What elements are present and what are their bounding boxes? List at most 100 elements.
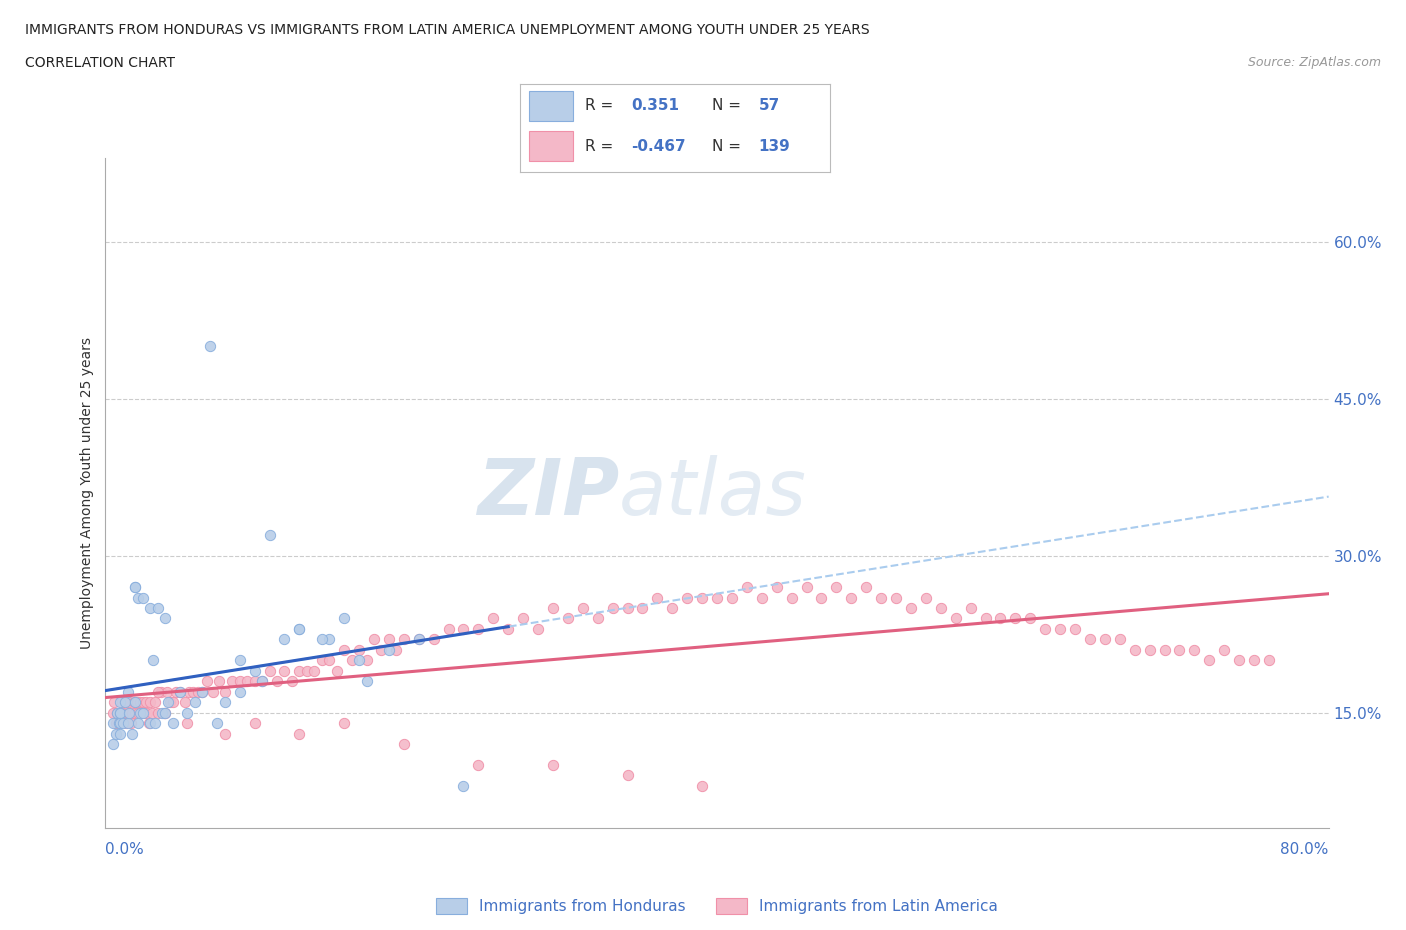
Point xyxy=(541,757,564,772)
Point xyxy=(1094,632,1116,647)
Point xyxy=(378,632,401,647)
Point xyxy=(118,695,141,710)
Point xyxy=(676,590,699,604)
Text: IMMIGRANTS FROM HONDURAS VS IMMIGRANTS FROM LATIN AMERICA UNEMPLOYMENT AMONG YOU: IMMIGRANTS FROM HONDURAS VS IMMIGRANTS F… xyxy=(25,23,870,37)
Point xyxy=(159,695,181,710)
Point xyxy=(117,716,139,731)
Point xyxy=(1153,643,1175,658)
Point xyxy=(453,621,475,636)
Point xyxy=(243,663,266,678)
Point xyxy=(347,653,370,668)
Point xyxy=(127,590,149,604)
Point xyxy=(706,590,728,604)
Text: 0.0%: 0.0% xyxy=(105,842,145,857)
Point xyxy=(586,611,609,626)
Point xyxy=(125,695,148,710)
Text: ZIP: ZIP xyxy=(477,455,619,531)
Point xyxy=(661,601,683,616)
Point xyxy=(616,601,638,616)
Point xyxy=(120,716,142,731)
Point xyxy=(1019,611,1042,626)
Point xyxy=(721,590,744,604)
Point xyxy=(1078,632,1101,647)
Point xyxy=(124,579,146,594)
Point xyxy=(541,601,564,616)
Point xyxy=(631,601,654,616)
Text: 0.351: 0.351 xyxy=(631,99,679,113)
Text: N =: N = xyxy=(711,139,741,154)
Point xyxy=(173,695,195,710)
Point xyxy=(690,778,713,793)
Point xyxy=(884,590,907,604)
Point xyxy=(259,527,281,542)
Point xyxy=(1049,621,1071,636)
Point xyxy=(1213,643,1236,658)
Point xyxy=(825,579,848,594)
Point xyxy=(153,705,176,720)
Point xyxy=(1108,632,1130,647)
Point xyxy=(311,632,333,647)
Text: 57: 57 xyxy=(758,99,780,113)
Point xyxy=(1139,643,1161,658)
Point xyxy=(796,579,818,594)
Point xyxy=(214,695,236,710)
Point xyxy=(134,705,156,720)
Point xyxy=(208,673,231,688)
Text: Source: ZipAtlas.com: Source: ZipAtlas.com xyxy=(1247,56,1381,69)
Point xyxy=(1198,653,1220,668)
Point xyxy=(176,716,198,731)
Point xyxy=(496,621,519,636)
Point xyxy=(370,643,392,658)
Y-axis label: Unemployment Among Youth under 25 years: Unemployment Among Youth under 25 years xyxy=(80,337,94,649)
Point xyxy=(647,590,669,604)
Point xyxy=(128,705,150,720)
Point xyxy=(169,684,191,699)
Point xyxy=(146,705,169,720)
Point xyxy=(392,632,415,647)
Point xyxy=(183,684,205,699)
Point xyxy=(127,705,149,720)
Point xyxy=(467,621,489,636)
Text: -0.467: -0.467 xyxy=(631,139,686,154)
Point xyxy=(124,705,146,720)
Point xyxy=(288,621,311,636)
Point xyxy=(143,695,166,710)
Point xyxy=(132,705,155,720)
Point xyxy=(110,705,132,720)
Text: atlas: atlas xyxy=(619,455,807,531)
Point xyxy=(207,716,229,731)
Point xyxy=(356,653,378,668)
Point xyxy=(356,673,378,688)
Point xyxy=(108,716,131,731)
Point xyxy=(169,684,191,699)
Point xyxy=(121,705,143,720)
Point xyxy=(273,663,295,678)
Point xyxy=(136,705,159,720)
Point xyxy=(162,716,184,731)
Point xyxy=(114,695,136,710)
Point xyxy=(165,684,187,699)
Point xyxy=(152,705,174,720)
Point xyxy=(122,695,145,710)
Point xyxy=(191,684,214,699)
Point xyxy=(146,684,169,699)
Point xyxy=(104,726,127,741)
Point xyxy=(810,590,832,604)
Point xyxy=(250,673,273,688)
Point xyxy=(915,590,938,604)
Point xyxy=(266,673,288,688)
Text: CORRELATION CHART: CORRELATION CHART xyxy=(25,56,176,70)
Point xyxy=(108,716,131,731)
Point xyxy=(132,695,155,710)
Point xyxy=(110,716,132,731)
Point xyxy=(751,590,773,604)
Point xyxy=(385,643,408,658)
Point xyxy=(1184,643,1206,658)
Point xyxy=(138,716,160,731)
Point xyxy=(572,601,595,616)
Point xyxy=(129,705,152,720)
Point xyxy=(1258,653,1281,668)
Point xyxy=(124,695,146,710)
Point xyxy=(780,590,803,604)
Point xyxy=(121,726,143,741)
